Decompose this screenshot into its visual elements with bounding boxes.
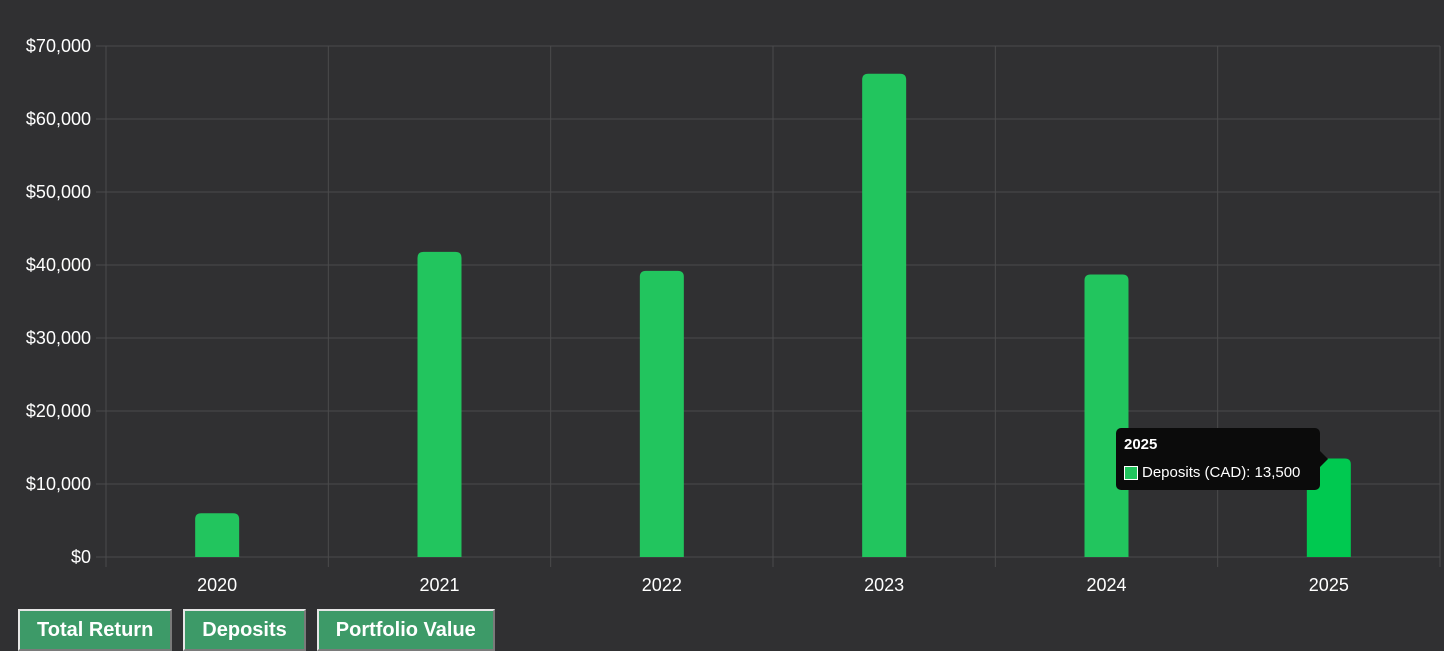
portfolio-value-button[interactable]: Portfolio Value [316, 609, 495, 651]
bar-2021 [417, 251, 462, 558]
x-tick-label: 2020 [197, 575, 237, 595]
bar-2020 [195, 513, 240, 557]
y-tick-label: $40,000 [26, 255, 91, 275]
y-tick-label: $0 [71, 547, 91, 567]
deposits-bar-chart: $0 $10,000 $20,000 $30,000 $40,000 $50,000 $60… [26, 36, 1441, 595]
y-tick-label: $60,000 [26, 109, 91, 129]
chart-tooltip: 2025 Deposits (CAD): 13,500 [1116, 428, 1328, 490]
y-tick-label: $30,000 [26, 328, 91, 348]
y-tick-label: $20,000 [26, 401, 91, 421]
x-tick-label: 2022 [642, 575, 682, 595]
bar-2023 [862, 73, 907, 558]
x-tick-label: 2024 [1086, 575, 1126, 595]
tooltip-series-swatch [1124, 466, 1138, 480]
x-tick-label: 2021 [419, 575, 459, 595]
y-tick-label: $70,000 [26, 36, 91, 56]
tooltip-row: Deposits (CAD): 13,500 [1124, 464, 1312, 482]
deposits-button[interactable]: Deposits [183, 609, 306, 651]
x-tick-label: 2023 [864, 575, 904, 595]
y-tick-label: $50,000 [26, 182, 91, 202]
y-tick-label: $10,000 [26, 474, 91, 494]
bar-2024 [1084, 274, 1129, 557]
bar-2022 [639, 270, 684, 557]
tooltip-caret [1320, 451, 1328, 467]
total-return-button[interactable]: Total Return [18, 609, 173, 651]
tooltip-title: 2025 [1124, 436, 1158, 453]
x-tick-label: 2025 [1309, 575, 1349, 595]
chart-mode-buttons: Total Return Deposits Portfolio Value [18, 609, 495, 651]
tooltip-value: Deposits (CAD): 13,500 [1142, 464, 1301, 481]
